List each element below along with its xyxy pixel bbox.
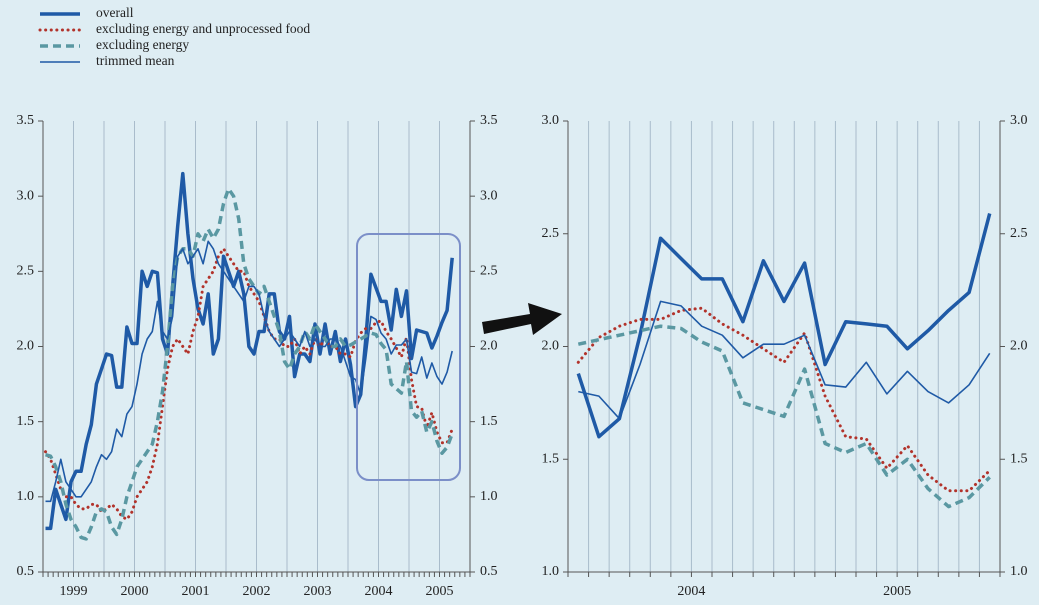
x-tick-label: 2005 — [883, 584, 911, 599]
y-tick-label: 3.0 — [17, 188, 35, 203]
y2-tick-label: 3.0 — [1010, 113, 1028, 128]
x-tick-label: 2005 — [426, 584, 454, 599]
series-line — [44, 247, 454, 521]
series-line — [45, 171, 454, 531]
series-line — [576, 306, 992, 493]
y2-tick-label: 2.0 — [1010, 339, 1028, 354]
y-tick-label: 1.0 — [17, 489, 35, 504]
y2-tick-label: 2.5 — [480, 264, 498, 279]
y-tick-label: 1.0 — [542, 564, 560, 579]
series-line — [45, 240, 453, 503]
series-line — [577, 324, 991, 509]
legend-label: overall — [96, 5, 134, 20]
y2-tick-label: 0.5 — [480, 564, 498, 579]
x-tick-label: 2002 — [243, 584, 271, 599]
y-tick-label: 2.0 — [17, 339, 35, 354]
y-tick-label: 3.0 — [542, 113, 560, 128]
y2-tick-label: 1.0 — [1010, 564, 1028, 579]
y-tick-label: 1.5 — [17, 414, 35, 429]
plots: 0.5 0.5 1.0 1.0 1.5 1.5 2.0 2.0 2.5 2.5 3.0 3.0 3.5 3… — [17, 113, 1028, 599]
y2-tick-label: 1.0 — [480, 489, 498, 504]
highlight-box — [356, 233, 461, 481]
x-tick-label: 2004 — [677, 584, 705, 599]
x-tick-label: 2003 — [304, 584, 332, 599]
legend-label: excluding energy — [96, 37, 189, 52]
legend-label: excluding energy and unprocessed food — [96, 21, 310, 36]
x-tick-label: 2000 — [121, 584, 149, 599]
y-tick-label: 1.5 — [542, 451, 560, 466]
y2-tick-label: 3.0 — [480, 188, 498, 203]
series-line — [576, 213, 992, 439]
legend-label: trimmed mean — [96, 53, 175, 68]
y2-tick-label: 1.5 — [480, 414, 498, 429]
x-tick-label: 1999 — [60, 584, 88, 599]
y-tick-label: 2.5 — [542, 226, 560, 241]
y2-tick-label: 2.0 — [480, 339, 498, 354]
y2-tick-label: 1.5 — [1010, 451, 1028, 466]
y-tick-label: 0.5 — [17, 564, 35, 579]
y2-tick-label: 3.5 — [480, 113, 498, 128]
legend: overall excluding energy and unprocessed… — [38, 5, 310, 68]
zoom-arrow — [482, 303, 562, 335]
x-tick-label: 2001 — [182, 584, 210, 599]
y-tick-label: 2.0 — [542, 339, 560, 354]
y-tick-label: 2.5 — [17, 264, 35, 279]
y2-tick-label: 2.5 — [1010, 226, 1028, 241]
x-tick-label: 2004 — [365, 584, 393, 599]
series-line — [578, 300, 991, 420]
series-line — [45, 186, 454, 541]
y-tick-label: 3.5 — [17, 113, 35, 128]
